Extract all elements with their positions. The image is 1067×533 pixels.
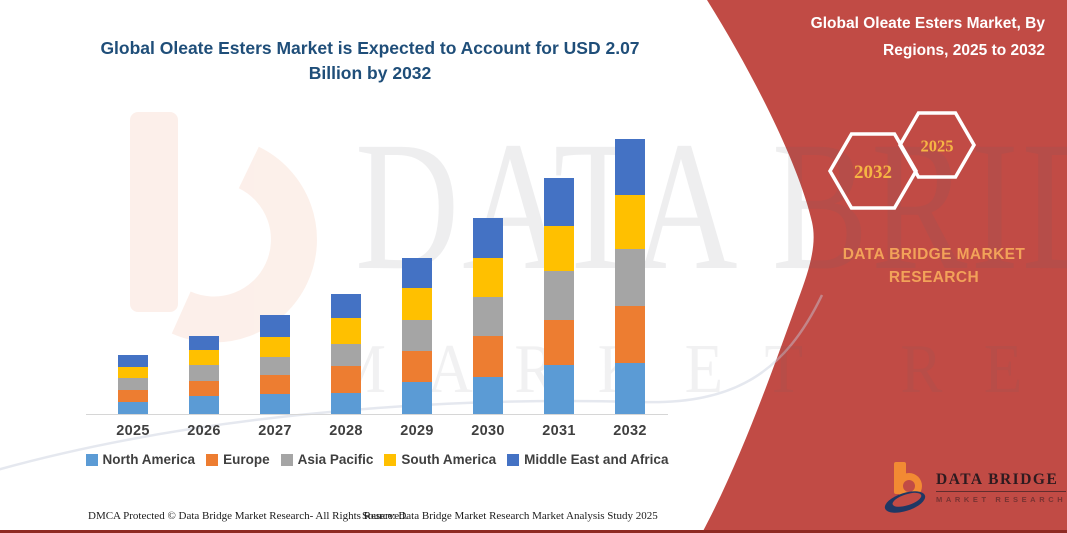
stacked-bar-2032	[615, 138, 645, 415]
bottom-border-strip	[0, 530, 1067, 533]
stacked-bar-2030	[473, 217, 503, 415]
plot-area: 2025 2026 2027 2028 2029 2030 2031 2032	[116, 138, 647, 439]
bar-segment	[402, 319, 432, 351]
bar-segment	[402, 350, 432, 382]
bar-segment	[189, 335, 219, 350]
bar-segment	[473, 217, 503, 258]
bar-segment	[331, 293, 361, 318]
white-circle-arc	[663, 192, 803, 332]
legend-label: South America	[401, 452, 497, 467]
legend-item: Asia Pacific	[280, 452, 374, 467]
x-axis-label: 2030	[471, 423, 505, 439]
stacked-bar-2026	[189, 335, 219, 415]
bar-segment	[331, 365, 361, 393]
bar-segment	[189, 349, 219, 365]
panel-title: Global Oleate Esters Market, By Regions,…	[810, 15, 1045, 60]
stacked-bar-2029	[402, 257, 432, 415]
bar-segment	[615, 194, 645, 249]
x-axis-label: 2028	[329, 423, 363, 439]
bar-segment	[189, 395, 219, 415]
bar-segment	[473, 296, 503, 336]
stacked-bar-2031	[544, 177, 574, 415]
x-axis-label: 2032	[613, 423, 647, 439]
footer-dmca-text: DMCA Protected © Data Bridge Market Rese…	[88, 510, 408, 522]
bar-segment	[118, 354, 148, 367]
bar-segment	[473, 257, 503, 297]
bar-segment	[615, 305, 645, 363]
legend-swatch	[206, 453, 219, 466]
x-axis-label: 2025	[116, 423, 150, 439]
hexagon-badges: 2032 2025	[827, 111, 977, 210]
legend-item: Europe	[206, 452, 270, 467]
bar-segment	[260, 393, 290, 415]
bar-segment	[331, 393, 361, 415]
bar-segment	[118, 389, 148, 402]
stacked-bar-2027	[260, 314, 290, 415]
data-bridge-logo: DATA BRIDGE MARKET RESEARCH	[882, 460, 1067, 514]
legend-label: Middle East and Africa	[524, 452, 669, 467]
footer-source-text: Source: Data Bridge Market Research Mark…	[362, 510, 658, 522]
bar-segment	[544, 319, 574, 365]
hexagon-2032: 2032	[827, 132, 919, 210]
logo-tagline: MARKET RESEARCH	[936, 494, 1067, 504]
watermark-text-line2: MARKET RESEARCH	[330, 331, 1067, 408]
legend-label: Asia Pacific	[297, 452, 374, 467]
legend-swatch	[85, 453, 98, 466]
stacked-bar-2025	[118, 354, 148, 415]
bar-segment	[189, 380, 219, 396]
bar-segment	[473, 335, 503, 377]
chart-title: Global Oleate Esters Market is Expected …	[100, 38, 640, 83]
logo-name: DATA BRIDGE	[936, 471, 1067, 492]
bar-segment	[402, 257, 432, 288]
bar-segment	[402, 287, 432, 320]
bar-segment	[260, 356, 290, 375]
legend-swatch	[280, 453, 293, 466]
bar-segment	[118, 401, 148, 415]
x-axis-line	[86, 414, 668, 415]
watermark-b-logo	[130, 112, 317, 343]
swoosh-curve	[0, 294, 824, 471]
bar-segment	[260, 314, 290, 337]
panel-brand-text: DATA BRIDGE MARKET RESEARCH	[842, 246, 1026, 287]
x-axis-label: 2031	[542, 423, 576, 439]
bar-segment	[331, 343, 361, 366]
x-axis-label: 2029	[400, 423, 434, 439]
data-bridge-logo-icon	[884, 462, 926, 513]
hexagon-2032-label: 2032	[854, 162, 892, 183]
bar-segment	[260, 336, 290, 357]
bar-segment	[544, 225, 574, 271]
bar-segment	[189, 364, 219, 381]
bar-segment	[615, 248, 645, 306]
legend-swatch	[507, 453, 520, 466]
bar-segment	[544, 270, 574, 320]
bar-segment	[544, 364, 574, 415]
bar-segment	[331, 317, 361, 344]
bar-segment	[402, 381, 432, 415]
x-axis-label: 2027	[258, 423, 292, 439]
bar-segment	[260, 374, 290, 394]
legend: North America Europe Asia Pacific South Ame…	[82, 452, 672, 467]
hexagon-2025: 2025	[897, 111, 977, 179]
legend-item: South America	[384, 452, 496, 467]
legend-label: North America	[102, 452, 196, 467]
legend-swatch	[384, 453, 397, 466]
legend-item: Middle East and Africa	[507, 452, 668, 467]
bar-segment	[473, 377, 503, 415]
x-axis-label: 2026	[187, 423, 221, 439]
logo-text-block: DATA BRIDGE MARKET RESEARCH	[936, 471, 1067, 504]
bar-segment	[118, 366, 148, 378]
stacked-bar-2028	[331, 293, 361, 415]
bar-segment	[615, 138, 645, 195]
legend-label: Europe	[223, 452, 270, 467]
bar-segment	[615, 362, 645, 415]
bar-segment	[118, 377, 148, 390]
legend-item: North America	[85, 452, 196, 467]
hexagon-2025-label: 2025	[921, 137, 954, 156]
bar-segment	[544, 177, 574, 226]
